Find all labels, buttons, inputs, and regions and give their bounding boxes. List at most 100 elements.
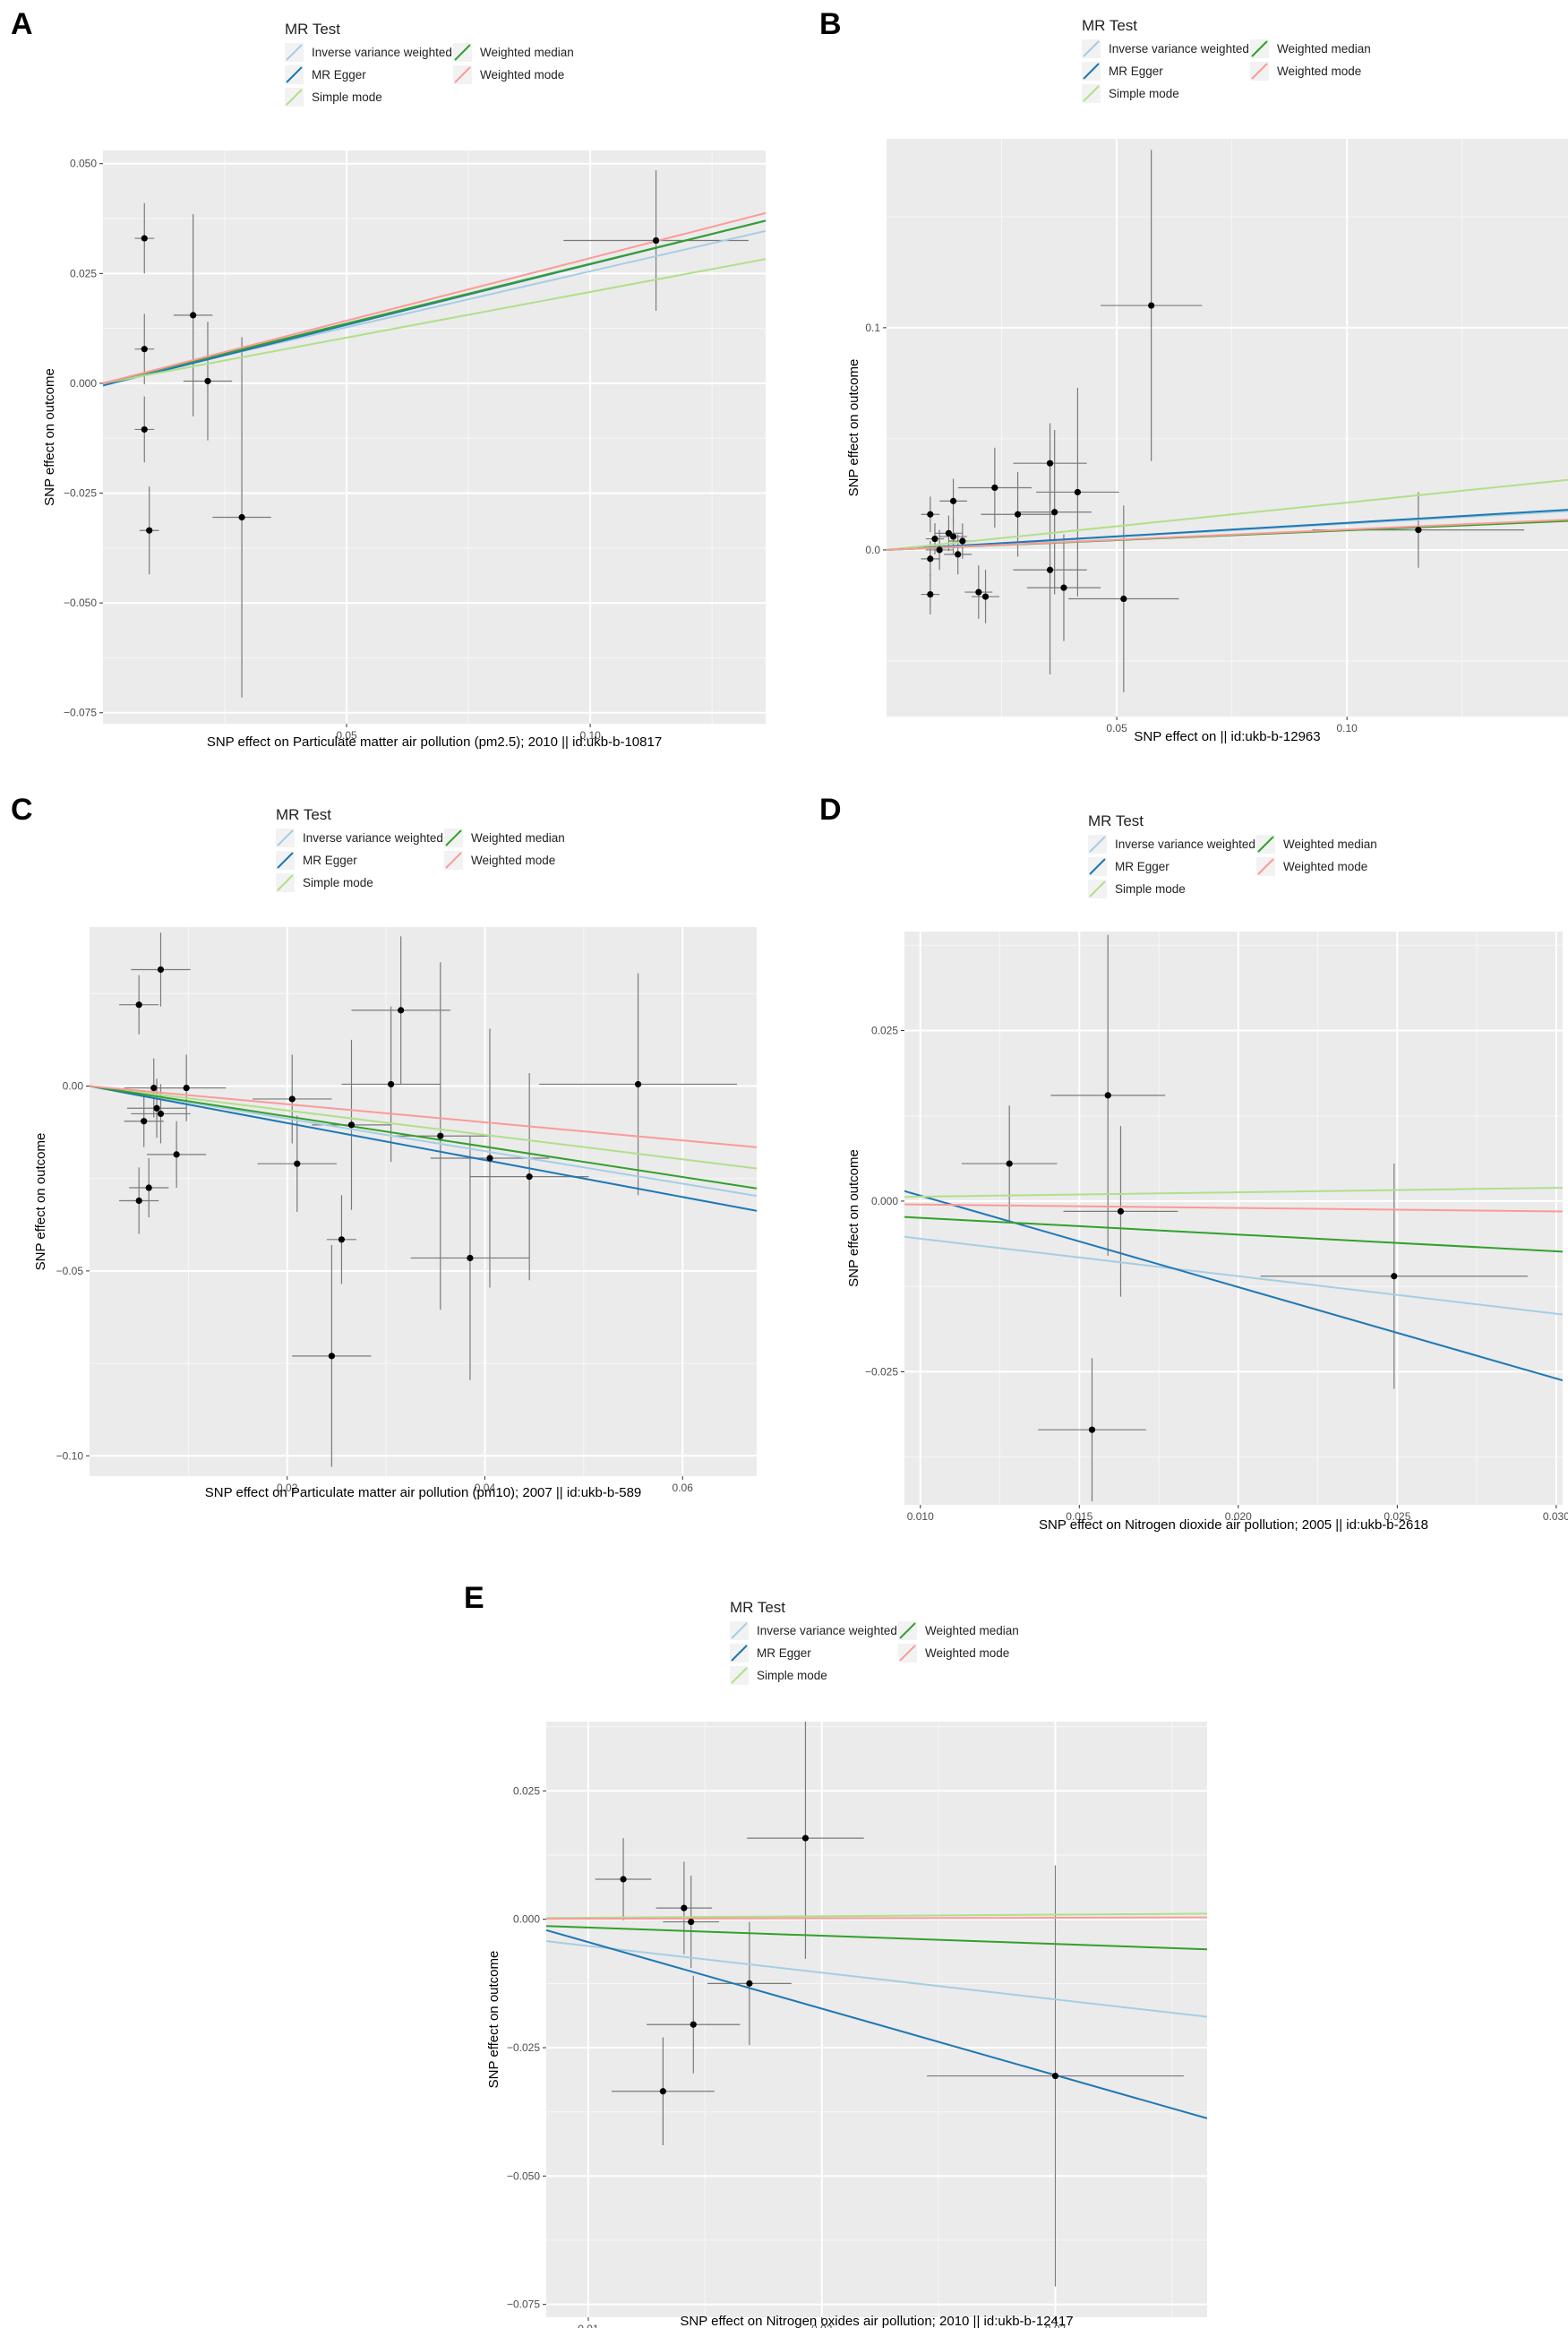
y-tick-label: −0.075	[64, 707, 97, 719]
regression-line	[904, 1186, 1563, 1198]
data-point	[690, 2021, 697, 2028]
data-point	[135, 1197, 142, 1205]
legend-label: Inverse variance weighted	[757, 1624, 897, 1637]
data-point	[204, 377, 211, 385]
legend-key-line	[277, 829, 294, 846]
legend-label: Weighted mode	[925, 1646, 1009, 1660]
data-point	[190, 312, 197, 319]
regression-line	[90, 1085, 757, 1198]
plot-panel	[904, 932, 1563, 1505]
legend-title: MR Test	[1088, 812, 1144, 829]
legend-key-line	[454, 66, 471, 83]
regression-line	[546, 1940, 1207, 2018]
data-point	[1148, 302, 1155, 309]
data-point	[959, 537, 966, 545]
data-point	[1088, 1426, 1096, 1433]
data-point	[150, 1084, 158, 1092]
x-tick-label: 0.010	[907, 1510, 934, 1523]
legend: MR Test Inverse variance weighted Weighted…	[1082, 17, 1371, 103]
data-point	[1006, 1160, 1013, 1167]
regression-line	[887, 478, 1568, 551]
legend-label: Weighted median	[925, 1624, 1019, 1637]
data-point	[526, 1173, 533, 1181]
legend-label: MR Egger	[1115, 860, 1170, 873]
y-tick-label: 0.050	[70, 158, 97, 170]
legend-label: MR Egger	[303, 854, 357, 867]
plot-panel	[546, 1722, 1207, 2317]
x-tick-label: 0.06	[673, 1482, 694, 1494]
data-point	[1074, 488, 1081, 496]
data-point	[1104, 1092, 1111, 1099]
legend-label: Weighted median	[480, 46, 574, 59]
y-axis-title: SNP effect on outcome	[846, 1149, 861, 1287]
data-point	[1117, 1207, 1125, 1215]
legend-label: Weighted mode	[1283, 860, 1367, 873]
data-point	[183, 1084, 190, 1092]
legend-key-line	[1083, 63, 1100, 80]
x-tick-label: 0.04	[475, 1482, 496, 1494]
regression-line	[90, 1085, 757, 1148]
x-axis-title: SNP effect on Nitrogen dioxide air pollu…	[1039, 1517, 1428, 1533]
y-tick-label: 0.000	[871, 1195, 898, 1207]
plot-contents	[103, 150, 766, 724]
y-tick-label: −0.025	[507, 2041, 540, 2054]
regression-line	[546, 1916, 1207, 1920]
x-tick-label: 0.030	[1543, 1510, 1568, 1523]
data-point	[486, 1155, 493, 1162]
data-point	[157, 1110, 165, 1118]
data-point	[467, 1254, 474, 1262]
data-point	[949, 533, 957, 540]
data-point	[681, 1904, 688, 1911]
legend-key-line	[1089, 836, 1106, 853]
data-point	[141, 425, 148, 434]
legend-label: Simple mode	[1109, 87, 1179, 100]
legend-key-line	[277, 874, 294, 891]
panel-a: A MR Test Inverse variance weighted Weighte…	[11, 7, 766, 750]
x-axis-title: SNP effect on Particulate matter air pol…	[205, 1485, 642, 1500]
data-point	[437, 1132, 444, 1139]
data-point	[1051, 509, 1058, 516]
regression-line	[90, 1085, 757, 1170]
data-point	[338, 1236, 346, 1243]
panel-d: D MR Test Inverse variance weighted Weighte…	[819, 793, 1568, 1533]
x-axis-title: SNP effect on Particulate matter air pol…	[207, 734, 662, 750]
data-point	[398, 1007, 405, 1014]
legend-label: Weighted mode	[471, 854, 555, 867]
legend-key-line	[731, 1667, 748, 1684]
legend-key-line	[454, 44, 471, 61]
legend-title: MR Test	[730, 1599, 785, 1616]
data-point	[141, 1118, 148, 1125]
legend-label: Weighted median	[1283, 838, 1377, 851]
data-point	[955, 551, 962, 558]
data-point	[294, 1160, 301, 1167]
y-tick-label: −0.025	[64, 487, 97, 500]
plot-panel	[103, 150, 766, 724]
legend-key-line	[1257, 836, 1274, 853]
data-point	[288, 1095, 296, 1103]
regression-line	[90, 1085, 757, 1190]
regression-line	[546, 1929, 1207, 2119]
data-point	[659, 2088, 666, 2095]
data-point	[141, 346, 148, 353]
regression-line	[103, 219, 766, 384]
y-tick-label: −0.050	[507, 2169, 540, 2182]
data-point	[1060, 584, 1067, 591]
x-tick-label: 0.02	[277, 1482, 298, 1494]
y-tick-label: 0.025	[70, 267, 97, 279]
regression-line	[887, 509, 1568, 551]
data-point	[1415, 527, 1422, 534]
regression-line	[546, 1925, 1207, 1951]
panel-c: C MR Test Inverse variance weighted Weighte…	[11, 793, 757, 1500]
data-point	[927, 590, 934, 598]
panel-label: A	[11, 7, 33, 41]
data-point	[141, 235, 148, 242]
legend-title: MR Test	[285, 21, 340, 38]
plot-panel	[887, 139, 1568, 717]
data-point	[1046, 460, 1054, 467]
panel-e: E MR Test Inverse variance weighted Weighte…	[464, 1581, 1207, 2328]
y-tick-label: −0.050	[64, 597, 97, 609]
y-tick-label: 0.0	[865, 544, 880, 556]
panel-label: C	[11, 793, 33, 827]
legend-key-line	[1089, 858, 1106, 875]
x-tick-label: 0.02	[811, 2323, 833, 2328]
